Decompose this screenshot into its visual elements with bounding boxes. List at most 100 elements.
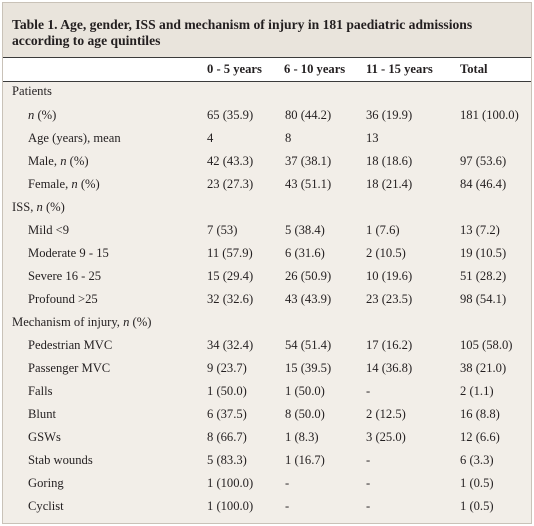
row-label-text: Male,: [28, 154, 61, 168]
row-label-italic: n: [60, 154, 67, 168]
table-cell: 43 (43.9): [285, 292, 332, 306]
row-label: GSWs: [28, 430, 61, 445]
table-cell: 1 (50.0): [207, 384, 247, 398]
table-cell: -: [285, 476, 290, 490]
table-cell: 3 (25.0): [366, 430, 406, 444]
table-row: Severe 16 - 25 15 (29.4) 26 (50.9) 10 (19.6…: [3, 269, 531, 287]
table-cell: -: [366, 476, 371, 490]
row-label-suffix: (%): [34, 108, 57, 122]
table-cell: 43 (51.1): [285, 177, 332, 191]
table-cell: 17 (16.2): [366, 338, 413, 352]
row-label: Patients: [12, 84, 52, 99]
table-cell: 34 (32.4): [207, 338, 254, 352]
table-cell: 1 (100.0): [207, 499, 254, 513]
table-cell: 10 (19.6): [366, 269, 413, 283]
table-cell: 36 (19.9): [366, 108, 413, 122]
table-cell: 4: [207, 131, 214, 145]
row-label-text: Falls: [28, 384, 53, 398]
table-row: Blunt 6 (37.5) 8 (50.0) 2 (12.5) 16 (8.8): [3, 407, 531, 425]
table-cell: 2 (10.5): [366, 246, 406, 260]
table-cell: -: [366, 499, 371, 513]
row-label-text: Moderate 9 - 15: [28, 246, 109, 260]
row-label: Falls: [28, 384, 53, 399]
table-cell: 6 (37.5): [207, 407, 247, 421]
table-cell: 1 (8.3): [285, 430, 319, 444]
table-cell: 8 (50.0): [285, 407, 325, 421]
table-cell: 6 (31.6): [285, 246, 325, 260]
table-caption: Table 1. Age, gender, ISS and mechanism …: [3, 3, 531, 57]
table-cell: 1 (0.5): [460, 476, 494, 490]
table-cell: 98 (54.1): [460, 292, 507, 306]
row-label-text: Severe 16 - 25: [28, 269, 102, 283]
table-cell: -: [366, 384, 371, 398]
row-label: ISS, n (%): [12, 200, 65, 215]
table-cell: 2 (1.1): [460, 384, 494, 398]
table-cell: 37 (38.1): [285, 154, 332, 168]
table-cell: -: [285, 499, 290, 513]
table-body: Patients n (%) 65 (35.9) 80 (44.2) 36 (19.9)…: [3, 82, 531, 523]
row-label: Passenger MVC: [28, 361, 110, 376]
table-row: Moderate 9 - 15 11 (57.9) 6 (31.6) 2 (10.5)…: [3, 246, 531, 264]
table-cell: 8: [285, 131, 292, 145]
row-label-text: Patients: [12, 84, 52, 98]
row-label: Blunt: [28, 407, 56, 422]
table-row: Male, n (%) 42 (43.3) 37 (38.1) 18 (18.6) 97…: [3, 154, 531, 172]
table-cell: 13: [366, 131, 379, 145]
table-row: Mild <9 7 (53) 5 (38.4) 1 (7.6) 13 (7.2): [3, 223, 531, 241]
table-cell: 51 (28.2): [460, 269, 507, 283]
row-label-text: Age (years), mean: [28, 131, 121, 145]
table-cell: 54 (51.4): [285, 338, 332, 352]
table-row: Age (years), mean 4 8 13: [3, 131, 531, 149]
row-label-text: Mechanism of injury,: [12, 315, 124, 329]
table-cell: 18 (21.4): [366, 177, 413, 191]
column-header-0-5-years: 0 - 5 years: [207, 62, 262, 76]
table-row: Female, n (%) 23 (27.3) 43 (51.1) 18 (21.4)…: [3, 177, 531, 195]
table-cell: 105 (58.0): [460, 338, 513, 352]
table-row: Profound >25 32 (32.6) 43 (43.9) 23 (23.5) 9…: [3, 292, 531, 310]
row-label-suffix: (%): [66, 154, 89, 168]
row-label: Cyclist: [28, 499, 64, 514]
row-label: Mild <9: [28, 223, 69, 238]
row-label: Moderate 9 - 15: [28, 246, 109, 261]
table-section-row: Mechanism of injury, n (%): [3, 315, 531, 333]
table-cell: 42 (43.3): [207, 154, 254, 168]
table-row: Cyclist 1 (100.0) - - 1 (0.5): [3, 499, 531, 517]
table-cell: 38 (21.0): [460, 361, 507, 375]
table-cell: 1 (7.6): [366, 223, 400, 237]
row-label-italic: n: [36, 200, 43, 214]
table-cell: 2 (12.5): [366, 407, 406, 421]
row-label: n (%): [28, 108, 56, 123]
row-label-text: Passenger MVC: [28, 361, 111, 375]
table-row: Pedestrian MVC 34 (32.4) 54 (51.4) 17 (16.2…: [3, 338, 531, 356]
table-cell: 16 (8.8): [460, 407, 500, 421]
table-row: n (%) 65 (35.9) 80 (44.2) 36 (19.9) 181 (100…: [3, 108, 531, 126]
table-section-row: ISS, n (%): [3, 200, 531, 218]
row-label: Mechanism of injury, n (%): [12, 315, 151, 330]
table-cell: 1 (16.7): [285, 453, 325, 467]
row-label: Male, n (%): [28, 154, 89, 169]
table-cell: 14 (36.8): [366, 361, 413, 375]
row-label-text: Female,: [28, 177, 72, 191]
table-row: GSWs 8 (66.7) 1 (8.3) 3 (25.0) 12 (6.6): [3, 430, 531, 448]
row-label: Female, n (%): [28, 177, 100, 192]
table-cell: 11 (57.9): [207, 246, 253, 260]
row-label-suffix: (%): [42, 200, 65, 214]
row-label-text: Profound >25: [28, 292, 98, 306]
row-label: Profound >25: [28, 292, 98, 307]
table-cell: 15 (39.5): [285, 361, 332, 375]
table-section-row: Patients: [3, 84, 531, 102]
table-cell: 5 (38.4): [285, 223, 325, 237]
row-label-text: Cyclist: [28, 499, 64, 513]
row-label-text: GSWs: [28, 430, 61, 444]
row-label-text: Mild <9: [28, 223, 70, 237]
row-label-suffix: (%): [77, 177, 100, 191]
table-cell: -: [366, 453, 371, 467]
table-row: Falls 1 (50.0) 1 (50.0) - 2 (1.1): [3, 384, 531, 402]
row-label-suffix: (%): [129, 315, 152, 329]
row-label: Severe 16 - 25: [28, 269, 101, 284]
table-cell: 6 (3.3): [460, 453, 494, 467]
table-cell: 19 (10.5): [460, 246, 507, 260]
row-label-text: Pedestrian MVC: [28, 338, 113, 352]
table-cell: 1 (50.0): [285, 384, 325, 398]
table-cell: 1 (0.5): [460, 499, 494, 513]
